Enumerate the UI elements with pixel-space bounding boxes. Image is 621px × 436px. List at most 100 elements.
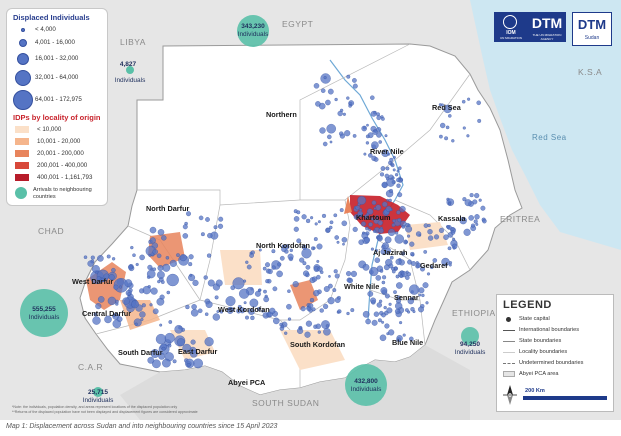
displaced-point [139,311,146,318]
displaced-point [191,304,197,310]
iom-logo-text: IOM [506,30,516,36]
displaced-point [273,317,280,325]
country-label-eritrea: ERITREA [500,214,540,224]
red-sea-water [470,0,621,250]
displaced-point [396,183,401,188]
displaced-point [161,346,166,351]
displaced-point [127,292,131,296]
map-canvas[interactable]: 343,230 Individuals 4,827 Individuals 55… [0,0,621,420]
displaced-point [317,220,321,224]
displaced-point [205,301,213,308]
displaced-point [301,248,312,259]
arrivals-label: Arrivals to neighbouring countries [33,187,92,200]
displaced-point [263,296,270,303]
displaced-point [472,199,478,205]
displaced-point [370,217,374,221]
displaced-point [165,256,170,260]
displaced-point [293,226,299,232]
legend-item-locality: Locality boundaries [519,349,568,355]
displaced-point [149,237,156,244]
displaced-point [402,333,406,337]
arrival-value-libya: 4,827 [120,61,137,68]
displaced-point [301,214,307,220]
displaced-point [373,311,380,317]
arrival-label-chad: Individuals [29,314,60,321]
displaced-point [310,216,314,220]
displaced-point [339,133,345,139]
displaced-class-2-label: 4,001 - 16,000 [35,39,75,46]
displaced-point [373,207,377,210]
displaced-point [248,308,255,315]
displaced-point [95,303,102,310]
displaced-point [401,251,406,256]
displaced-point [287,289,291,293]
displaced-point [305,320,312,327]
displaced-point [297,327,304,334]
displaced-class-3-symbol [17,53,29,65]
displaced-point [365,134,370,139]
displaced-point [418,293,422,297]
displaced-point [439,134,443,139]
displaced-point [130,245,134,250]
displaced-point [420,266,425,272]
displaced-point [423,223,429,228]
displaced-point [96,276,102,281]
displaced-point [319,308,324,313]
displaced-point [284,331,288,335]
state-label-central-darfur: Central Darfur [82,309,131,318]
displaced-point [329,220,334,225]
displaced-point [149,226,157,234]
displaced-point [106,254,111,259]
water-label-red-sea: Red Sea [532,133,567,142]
legend-right: LEGEND State capital International bound… [496,294,614,412]
displaced-point [132,253,136,257]
displaced-point [217,223,224,229]
displaced-point [394,308,401,315]
displaced-point [272,286,278,292]
displaced-point [93,312,98,317]
displaced-point [380,166,386,171]
displaced-point [149,303,153,307]
arrival-value-south-sudan: 432,800 [354,378,378,385]
displaced-point [192,279,199,286]
state-label-red-sea: Red Sea [432,103,462,112]
displaced-point [427,235,434,241]
displaced-point [382,201,388,208]
displaced-point [391,223,396,227]
displaced-point [366,123,369,127]
dtm-sudan-logo-sub: Sudan [584,35,600,41]
displaced-point [296,210,301,215]
legend-item-state-capital: State capital [519,316,550,322]
state-label-south-kordofan: South Kordofan [290,340,345,349]
displaced-point [218,216,224,222]
displaced-point [384,134,388,138]
displaced-point [383,305,387,310]
displaced-point [339,208,344,213]
displaced-point [451,139,455,143]
displaced-point [371,141,379,149]
displaced-point [315,101,321,107]
displaced-point [444,136,449,141]
displaced-point [478,198,482,202]
displaced-point [261,309,265,313]
displaced-point [469,193,474,198]
displaced-point [389,157,394,162]
displaced-point [169,259,177,267]
state-label-north-kordofan: North Kordofan [256,241,310,250]
displaced-point [157,279,161,284]
displaced-point [357,210,364,217]
displaced-point [162,263,171,272]
displaced-point [426,272,431,276]
displaced-point [139,288,145,294]
displaced-point [364,236,370,243]
displaced-class-4-label: 32,001 - 64,000 [35,74,79,81]
displaced-point [371,200,377,206]
idp-class-5-swatch [15,174,29,181]
displaced-point [265,262,270,268]
displaced-point [344,130,351,137]
displaced-point [388,302,392,306]
displaced-point [107,296,117,306]
displaced-point [325,99,331,106]
displaced-point [333,269,338,274]
displaced-point [378,227,384,234]
